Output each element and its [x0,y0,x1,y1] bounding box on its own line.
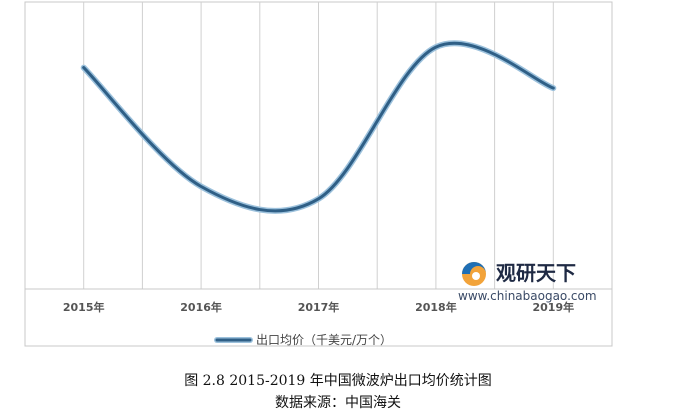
chart: 2015年 2016年 2017年 2018年 2019年 观研天下 www.china… [24,1,613,347]
x-tick-label: 2017年 [298,300,340,314]
x-tick-label: 2019年 [532,300,574,314]
legend-label: 出口均价（千美元/万个） [256,333,392,347]
x-tick-label: 2015年 [63,300,105,314]
figure-caption: 图 2.8 2015-2019 年中国微波炉出口均价统计图 [184,373,492,389]
watermark-brand: 观研天下 [496,261,576,285]
watermark: 观研天下 www.chinabaogao.com [458,261,597,303]
legend: 出口均价（千美元/万个） [214,333,392,347]
data-source: 数据来源：中国海关 [275,395,401,411]
gridlines [83,2,554,289]
watermark-logo [462,262,486,286]
watermark-url: www.chinabaogao.com [458,289,597,303]
series-layer [80,40,557,214]
x-tick-label: 2016年 [180,300,222,314]
x-tick-label: 2018年 [415,300,457,314]
x-tick-labels: 2015年 2016年 2017年 2018年 2019年 [63,300,574,314]
